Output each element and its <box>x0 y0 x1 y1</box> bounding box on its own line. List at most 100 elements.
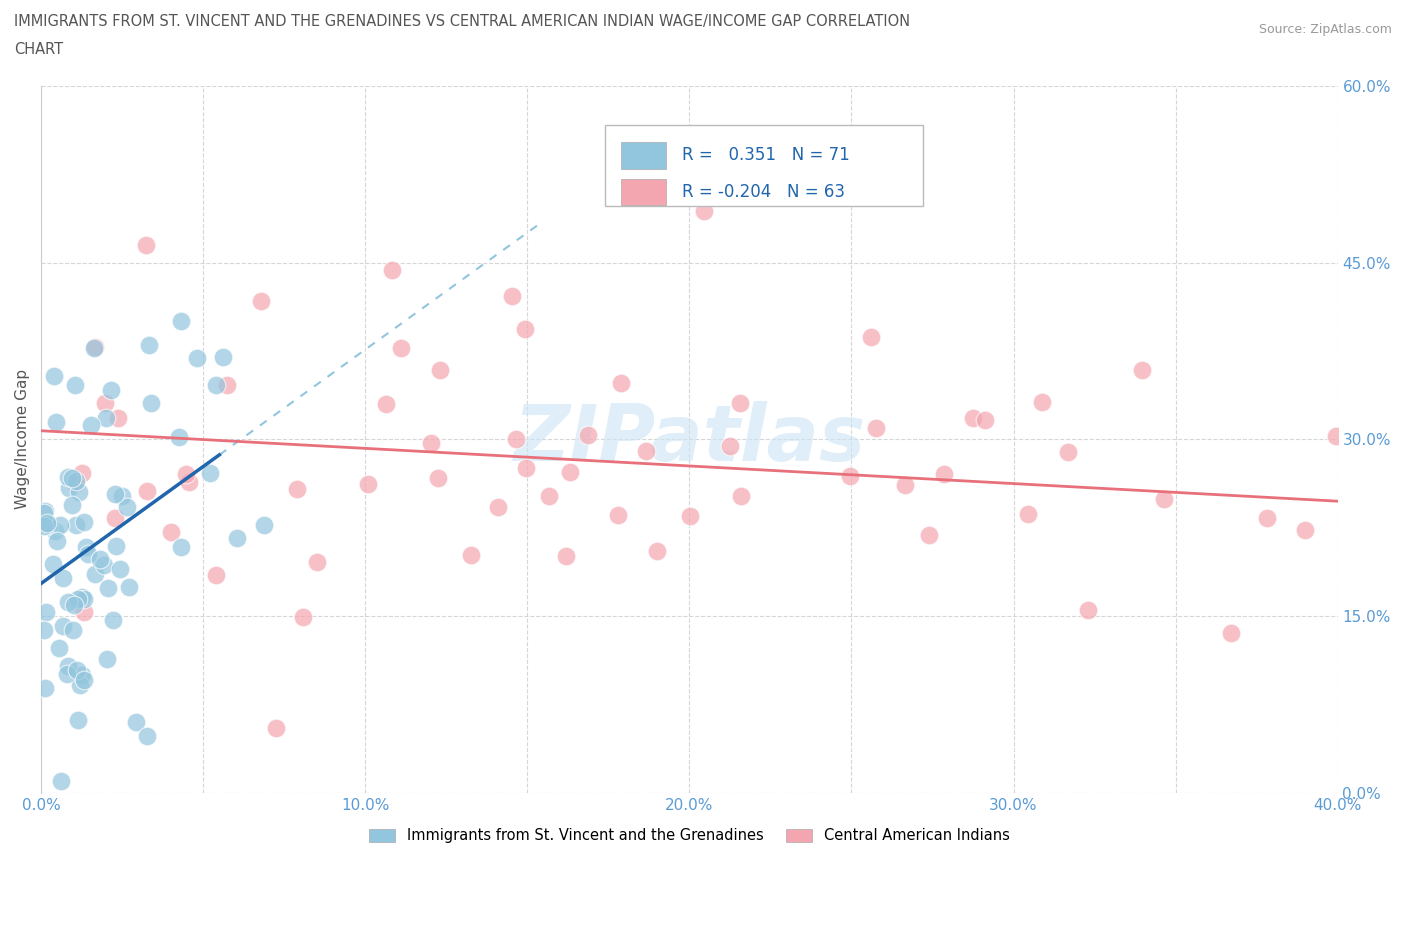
Point <box>35 516 58 531</box>
Point <box>45 533 67 548</box>
Point <box>58 470 80 485</box>
Point <box>66 663 89 678</box>
Point <box>728 395 751 410</box>
Point <box>538 488 561 503</box>
Point <box>839 468 862 483</box>
Point <box>679 509 702 524</box>
Point <box>225 530 247 545</box>
Point <box>460 548 482 563</box>
Point <box>44 368 66 383</box>
Point <box>515 461 537 476</box>
Point <box>381 262 404 277</box>
Point <box>718 439 741 454</box>
Point <box>962 410 984 425</box>
Text: ZIPatlas: ZIPatlas <box>513 402 866 477</box>
Point <box>104 512 127 526</box>
Point <box>76 546 98 561</box>
Point <box>285 482 308 497</box>
Point <box>607 507 630 522</box>
Point <box>38 517 60 532</box>
Point <box>860 330 883 345</box>
Point <box>894 478 917 493</box>
Point <box>70 466 93 481</box>
Point <box>103 613 125 628</box>
Legend: Immigrants from St. Vincent and the Grenadines, Central American Indians: Immigrants from St. Vincent and the Gren… <box>363 822 1015 849</box>
Text: R = -0.204   N = 63: R = -0.204 N = 63 <box>682 183 845 201</box>
Point <box>356 476 378 491</box>
Point <box>730 489 752 504</box>
Bar <box>620 179 666 206</box>
Point <box>253 517 276 532</box>
Text: CHART: CHART <box>14 42 63 57</box>
Point <box>62 597 84 612</box>
Point <box>52 619 75 634</box>
Point <box>67 712 90 727</box>
Point <box>83 566 105 581</box>
Point <box>427 471 450 485</box>
Point <box>34 519 56 534</box>
Point <box>1017 506 1039 521</box>
Point <box>375 397 398 412</box>
Point <box>136 728 159 743</box>
Point <box>93 557 115 572</box>
Point <box>125 714 148 729</box>
Point <box>645 543 668 558</box>
Point <box>111 489 134 504</box>
Point <box>1031 394 1053 409</box>
Point <box>932 467 955 482</box>
Point <box>576 427 599 442</box>
Point <box>138 338 160 352</box>
Point <box>136 484 159 498</box>
Point <box>67 485 90 499</box>
Point <box>118 579 141 594</box>
Point <box>60 498 83 512</box>
Point <box>217 378 239 392</box>
Point <box>169 430 191 445</box>
Point <box>55 667 77 682</box>
Point <box>1057 445 1080 459</box>
Point <box>174 467 197 482</box>
Point <box>205 378 228 392</box>
Point <box>205 567 228 582</box>
Point <box>49 517 72 532</box>
Point <box>177 475 200 490</box>
Point <box>84 339 107 354</box>
Point <box>1130 363 1153 378</box>
Point <box>186 351 208 365</box>
FancyBboxPatch shape <box>605 125 922 206</box>
Point <box>1077 603 1099 618</box>
Point <box>1324 429 1347 444</box>
Point <box>692 203 714 218</box>
Text: IMMIGRANTS FROM ST. VINCENT AND THE GRENADINES VS CENTRAL AMERICAN INDIAN WAGE/I: IMMIGRANTS FROM ST. VINCENT AND THE GREN… <box>14 14 910 29</box>
Point <box>305 554 328 569</box>
Point <box>429 363 451 378</box>
Point <box>1153 492 1175 507</box>
Point <box>89 551 111 566</box>
Point <box>94 396 117 411</box>
Point <box>170 539 193 554</box>
Point <box>865 420 887 435</box>
Point <box>73 604 96 619</box>
Point <box>35 604 58 619</box>
Point <box>63 378 86 392</box>
Point <box>73 515 96 530</box>
Point <box>73 591 96 606</box>
Point <box>505 432 527 446</box>
Point <box>135 238 157 253</box>
Point <box>264 721 287 736</box>
Point <box>108 562 131 577</box>
Point <box>107 411 129 426</box>
Point <box>45 415 67 430</box>
Point <box>918 527 941 542</box>
Point <box>292 609 315 624</box>
Point <box>62 622 84 637</box>
Point <box>513 321 536 336</box>
Point <box>94 411 117 426</box>
Point <box>170 313 193 328</box>
Point <box>200 465 222 480</box>
Point <box>66 592 89 607</box>
Point <box>58 481 80 496</box>
Point <box>610 376 633 391</box>
Point <box>56 595 79 610</box>
Point <box>34 622 56 637</box>
